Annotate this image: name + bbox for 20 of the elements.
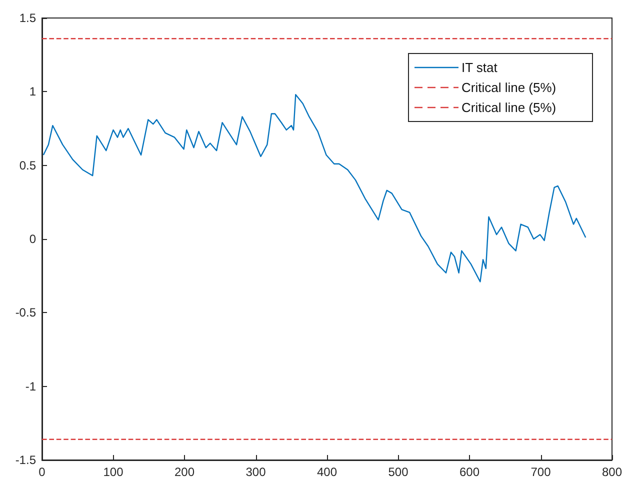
- line-series: [42, 94, 586, 282]
- x-tick-label: 0: [38, 465, 46, 479]
- legend-label: IT stat: [462, 60, 498, 75]
- x-tick-label: 100: [103, 465, 124, 479]
- y-tick-label: 1: [29, 84, 36, 99]
- x-tick-label: 600: [459, 465, 480, 479]
- y-tick-label: -1: [25, 379, 36, 394]
- x-tick-label: 200: [174, 465, 195, 479]
- x-tick-label: 700: [530, 465, 552, 479]
- legend-label: Critical line (5%): [462, 80, 556, 95]
- legend-label: Critical line (5%): [462, 100, 556, 115]
- y-tick-label: -0.5: [15, 306, 36, 320]
- x-tick-label: 300: [246, 465, 266, 479]
- y-tick-label: 0.5: [19, 158, 36, 172]
- y-tick-label: 0: [29, 232, 36, 246]
- y-tick-label: 1.5: [19, 11, 36, 25]
- x-tick-label: 500: [388, 465, 409, 479]
- y-tick-label: -1.5: [15, 453, 36, 467]
- x-tick-label: 400: [316, 465, 338, 479]
- x-tick-label: 800: [602, 465, 622, 479]
